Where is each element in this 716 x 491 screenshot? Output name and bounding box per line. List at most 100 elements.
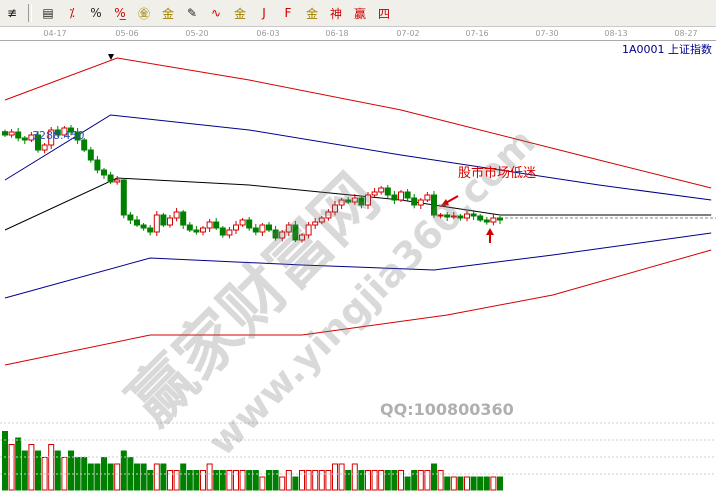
candle-body — [272, 229, 279, 239]
candle-body — [200, 227, 206, 233]
candle-body — [219, 227, 226, 236]
candle-body — [358, 197, 365, 206]
candle-body — [134, 219, 140, 226]
percent-icon[interactable]: % — [90, 6, 102, 20]
candle-body — [411, 197, 418, 206]
candle-body — [279, 231, 286, 239]
candle-body — [470, 213, 477, 217]
volume-bar — [345, 470, 352, 491]
date-tick: 06-03 — [256, 29, 280, 38]
candle-body — [325, 211, 332, 219]
candle-body — [378, 187, 385, 193]
volume-bar — [233, 470, 239, 491]
candle-body — [48, 129, 55, 146]
candle-body — [81, 139, 88, 151]
candle-body — [74, 131, 81, 141]
volume-bar — [384, 470, 391, 491]
candle-body — [259, 224, 266, 233]
candle-body — [147, 227, 154, 233]
volume-bar — [318, 470, 325, 491]
date-axis: 04-17 05-06 05-20 06-03 06-18 07-02 07-16 07-30… — [0, 27, 716, 41]
band-middle — [4, 177, 712, 231]
candle-body — [193, 229, 200, 233]
annotation-arrowhead-icon — [440, 199, 449, 207]
candle-body — [305, 224, 312, 236]
bars-icon[interactable]: ▤ — [42, 6, 54, 20]
candle-body — [101, 169, 107, 176]
candle-body — [94, 159, 101, 171]
gold-coin-icon[interactable]: ㊎ — [137, 6, 150, 21]
volume-bar — [450, 476, 457, 491]
marker-triangle-icon — [108, 54, 114, 60]
volume-bar — [160, 463, 167, 491]
volume-bar — [398, 470, 404, 491]
j-lines-icon[interactable]: J — [262, 6, 266, 20]
candle-body — [173, 211, 180, 219]
candle-body — [246, 219, 253, 229]
candle-body — [285, 224, 292, 233]
volume-bar — [497, 476, 503, 491]
date-tick: 08-13 — [604, 29, 628, 38]
draw-pen-icon[interactable]: ✎ — [186, 6, 198, 20]
candle-body — [15, 131, 22, 139]
volume-bar — [312, 470, 319, 491]
candle-body — [365, 194, 371, 206]
date-tick: 06-18 — [325, 29, 349, 38]
candle-body — [180, 211, 187, 226]
candle-body — [431, 194, 437, 216]
candle-body — [153, 214, 160, 233]
date-tick: 05-06 — [115, 29, 139, 38]
volume-bar — [167, 470, 173, 491]
char-fu-icon[interactable]: 赢 — [353, 6, 366, 21]
candle-body — [2, 131, 8, 136]
volume-bar — [219, 470, 226, 491]
volume-bar — [411, 470, 418, 491]
volume-bar — [424, 470, 431, 491]
security-name: 1A0001 上证指数 — [621, 43, 712, 56]
volume-bar — [173, 470, 180, 491]
volume-bar — [206, 463, 213, 491]
percent-lines-icon[interactable]: %̲ — [114, 6, 126, 20]
date-tick: 05-20 — [185, 29, 209, 38]
f-lines-icon[interactable]: F — [284, 6, 292, 20]
up-arrowhead-icon — [486, 228, 494, 235]
candle-body — [450, 215, 457, 218]
volume-bar — [299, 470, 305, 491]
candle-body — [140, 224, 147, 229]
volume-bar — [351, 463, 358, 491]
candle-body — [464, 213, 470, 219]
candle-body — [424, 194, 431, 201]
volume-bar — [483, 476, 490, 491]
volume-bar — [193, 470, 200, 491]
volume-bar — [431, 463, 437, 491]
wave-icon[interactable]: ∿ — [210, 6, 222, 20]
date-tick: 07-02 — [396, 29, 420, 38]
candle-body — [332, 204, 338, 213]
candle-body — [371, 191, 378, 196]
candle-body — [120, 179, 127, 216]
gold-lines-icon[interactable]: 金 — [161, 6, 174, 21]
volume-bar — [213, 470, 220, 491]
char-shen-icon[interactable]: 神 — [329, 6, 342, 21]
candle-body — [160, 214, 167, 226]
candle-body — [384, 187, 391, 196]
candle-body — [21, 137, 28, 141]
volume-bar — [404, 476, 411, 491]
volume-bar — [266, 470, 272, 491]
char-si-icon[interactable]: 四 — [377, 6, 390, 21]
volume-bar — [437, 470, 444, 491]
percent-slash-icon[interactable]: ⁒ — [69, 6, 75, 20]
volume-bar — [272, 470, 279, 491]
candle-body — [8, 131, 15, 136]
grid-icon[interactable]: ≢ — [6, 6, 18, 20]
gold-box-icon[interactable]: 金 — [233, 6, 246, 21]
volume-bar — [246, 470, 253, 491]
toolbar: ≢ ▤ ⁒% %̲ ㊎金 ✎ ∿ 金 J F 金神赢四 — [0, 0, 716, 27]
gold-angle-icon[interactable]: 金 — [305, 6, 318, 21]
volume-bar — [285, 470, 292, 491]
candle-body — [490, 217, 497, 223]
candle-body — [497, 217, 503, 221]
volume-bar — [464, 476, 470, 491]
candle-body — [444, 214, 451, 218]
